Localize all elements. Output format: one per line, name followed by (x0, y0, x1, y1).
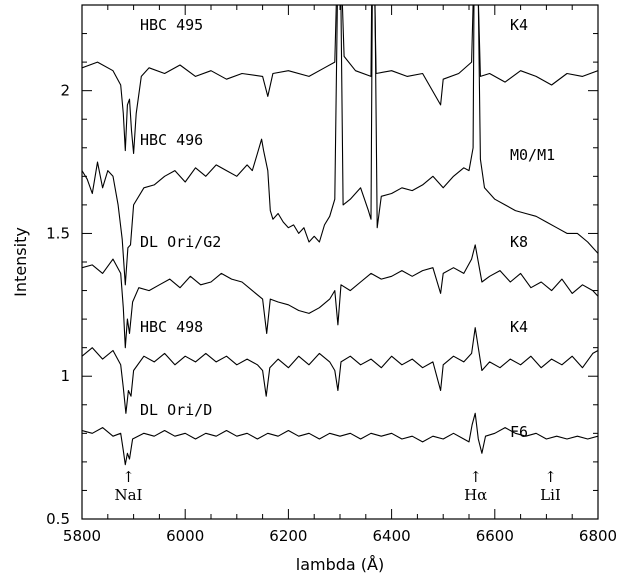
x-tick-label: 6000 (166, 527, 204, 545)
spectral-type-label: K8 (510, 233, 528, 251)
spectral-type-label: K4 (510, 16, 528, 34)
annotation-label: Hα (464, 486, 487, 504)
spectrum-line-3 (82, 244, 598, 349)
spectral-type-label: M0/M1 (510, 146, 555, 164)
series-labels: HBC 495 K4 HBC 496 M0/M1 DL Ori/G2 K8 HBC 498 K… (140, 16, 555, 441)
plot-frame (81, 4, 599, 520)
tick-labels: 5800 6000 6200 6400 6600 6800 0.5 1 1.5 2 (46, 82, 617, 545)
series-name-label: DL Ori/G2 (140, 233, 221, 251)
x-tick-label: 5800 (63, 527, 101, 545)
series-name-label: HBC 498 (140, 318, 203, 336)
y-tick-label: 2 (60, 82, 70, 100)
series-layer (82, 5, 598, 466)
x-tick-label: 6200 (269, 527, 307, 545)
y-axis-label: Intensity (11, 227, 30, 297)
y-tick-label: 0.5 (46, 510, 70, 528)
annotation-arrow: ↑ (469, 468, 482, 486)
spectral-type-label: K4 (510, 318, 528, 336)
series-name-label: HBC 495 (140, 16, 203, 34)
x-tick-label: 6400 (373, 527, 411, 545)
y-tick-label: 1 (60, 367, 70, 385)
annotation-arrow: ↑ (122, 468, 135, 486)
series-name-label: HBC 496 (140, 131, 203, 149)
y-tick-label: 1.5 (46, 224, 70, 242)
series-name-label: DL Ori/D (140, 401, 212, 419)
spectral-type-label: F6 (510, 423, 528, 441)
annotation-arrow: ↑ (544, 468, 557, 486)
annotation-label: LiI (540, 486, 561, 504)
annotation-label: NaI (114, 486, 142, 504)
spectrum-line-2 (82, 5, 598, 286)
spectrum-line-4 (82, 327, 598, 414)
x-axis-label: lambda (Å) (296, 555, 384, 574)
annotations: ↑NaI↑Hα↑LiI (114, 468, 561, 504)
x-tick-label: 6600 (476, 527, 514, 545)
x-tick-label: 6800 (579, 527, 617, 545)
axis-ticks (81, 4, 599, 520)
spectrum-line-5 (82, 412, 598, 466)
